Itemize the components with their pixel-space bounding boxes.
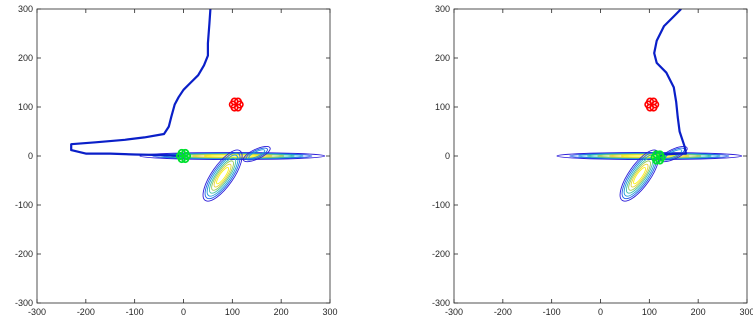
x-tick-label: -300 xyxy=(28,307,46,317)
trajectory-line xyxy=(70,9,212,158)
plot-area xyxy=(556,9,743,202)
contour-level xyxy=(213,163,232,188)
plot-area xyxy=(70,9,326,202)
y-tick-label: 100 xyxy=(18,102,33,112)
y-tick-label: -200 xyxy=(15,249,33,259)
y-tick-label: -100 xyxy=(15,200,33,210)
end-marker-ring xyxy=(652,150,661,159)
x-tick-label: 200 xyxy=(691,307,706,317)
x-tick-label: -300 xyxy=(445,307,463,317)
contour-level xyxy=(556,152,743,160)
contour-level xyxy=(216,167,230,185)
end-marker xyxy=(650,150,666,165)
y-tick-label: 300 xyxy=(435,4,450,14)
start-marker xyxy=(644,97,660,112)
end-marker xyxy=(175,148,192,164)
y-tick-label: 100 xyxy=(435,102,450,112)
end-marker-ring xyxy=(181,148,190,158)
x-tick-label: -200 xyxy=(494,307,512,317)
x-tick-label: -100 xyxy=(126,307,144,317)
y-tick-label: 200 xyxy=(18,53,33,63)
trajectory-line xyxy=(653,9,688,158)
contour-level xyxy=(630,163,649,188)
end-marker-ring xyxy=(655,150,664,159)
start-marker-ring xyxy=(646,97,655,106)
contour-plot xyxy=(556,145,743,202)
contour-level xyxy=(139,152,326,160)
x-tick-label: -100 xyxy=(543,307,561,317)
x-tick-label: 300 xyxy=(322,307,337,317)
contour-level xyxy=(211,160,234,191)
x-tick-label: 100 xyxy=(642,307,657,317)
contour-plot xyxy=(139,145,326,202)
contour-level xyxy=(208,157,237,194)
x-tick-label: -200 xyxy=(77,307,95,317)
start-marker-ring xyxy=(649,97,658,106)
x-tick-label: 100 xyxy=(225,307,240,317)
contour-level xyxy=(633,167,647,185)
contour-level xyxy=(621,152,658,200)
contour-level xyxy=(245,147,268,161)
end-marker-ring xyxy=(177,148,186,158)
y-tick-label: -300 xyxy=(15,298,33,308)
x-tick-label: 0 xyxy=(598,307,603,317)
contour-level xyxy=(204,152,241,200)
x-tick-label: 300 xyxy=(739,307,753,317)
y-tick-label: -100 xyxy=(432,200,450,210)
x-tick-label: 200 xyxy=(274,307,289,317)
y-tick-label: 0 xyxy=(28,151,33,161)
axes-box xyxy=(453,8,748,304)
plot-panel-right: -300 -200 -100 0 100 200 300 -300 -200 -100 0 100 20… xyxy=(432,4,753,317)
y-tick-label: -300 xyxy=(432,298,450,308)
plot-panel-left: -300 -200 -100 0 100 200 300 -300 -200 -100 0 100 20… xyxy=(15,4,338,317)
contour-level xyxy=(202,149,243,202)
y-tick-label: 200 xyxy=(435,53,450,63)
contour-level xyxy=(628,160,651,191)
y-tick-label: 0 xyxy=(445,151,450,161)
contour-level xyxy=(206,154,239,197)
contour-level xyxy=(242,145,271,163)
start-marker xyxy=(228,97,244,112)
contour-level xyxy=(665,149,683,159)
x-tick-label: 0 xyxy=(181,307,186,317)
start-marker-ring xyxy=(233,97,242,106)
contour-level xyxy=(248,149,266,159)
y-tick-label: -200 xyxy=(432,249,450,259)
start-marker-ring xyxy=(230,97,239,106)
y-tick-label: 300 xyxy=(18,4,33,14)
